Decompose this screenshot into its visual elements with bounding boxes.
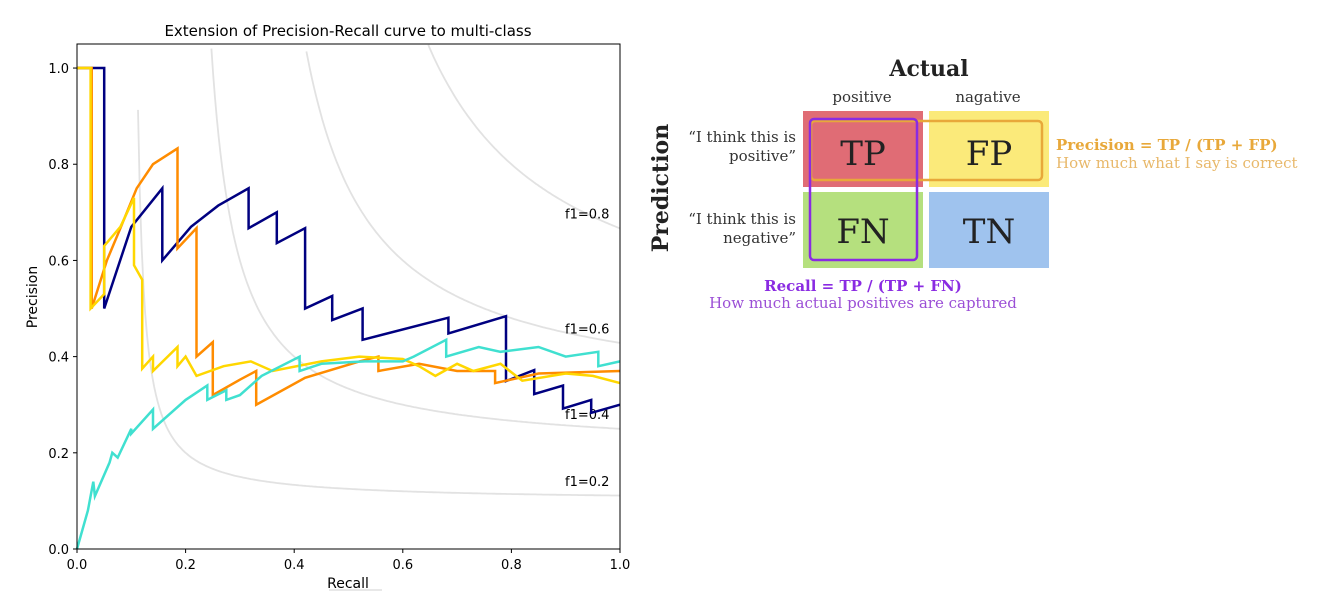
row-positive-line1: “I think this is bbox=[688, 128, 796, 146]
iso-f1-curve bbox=[137, 109, 621, 497]
pr-series bbox=[75, 66, 621, 550]
row-positive-line2: positive” bbox=[729, 147, 796, 165]
fn-label: FN bbox=[836, 212, 889, 252]
pr-series-line bbox=[75, 337, 621, 550]
tn-label: TN bbox=[963, 212, 1015, 252]
precision-formula: Precision = TP / (TP + FP) bbox=[1056, 136, 1278, 154]
column-negative-label: nagative bbox=[955, 88, 1020, 106]
x-tick-label: 1.0 bbox=[610, 558, 631, 573]
plot-frame bbox=[76, 43, 621, 550]
y-tick-label: 0.4 bbox=[48, 351, 69, 366]
x-tick-label: 0.0 bbox=[67, 558, 88, 573]
y-tick-label: 0.8 bbox=[48, 158, 69, 173]
recall-formula: Recall = TP / (TP + FN) bbox=[764, 277, 962, 295]
fp-label: FP bbox=[966, 134, 1012, 174]
y-axis-label: Precision bbox=[25, 266, 41, 328]
actual-header: Actual bbox=[888, 56, 968, 82]
iso-f1-label: f1=0.8 bbox=[565, 208, 609, 223]
tp-cell bbox=[803, 111, 923, 187]
iso-f1-curve bbox=[427, 44, 621, 230]
y-tick-label: 0.6 bbox=[48, 254, 69, 269]
x-tick-label: 0.8 bbox=[501, 558, 522, 573]
pr-series-line bbox=[77, 66, 621, 385]
pr-series-line bbox=[77, 66, 621, 407]
recall-description: How much actual positives are captured bbox=[709, 294, 1017, 312]
tn-cell bbox=[929, 192, 1049, 268]
row-negative-line1: “I think this is bbox=[688, 210, 796, 228]
recall-outline bbox=[808, 117, 919, 262]
fn-cell bbox=[803, 192, 923, 268]
y-tick-label: 0.2 bbox=[48, 447, 69, 462]
iso-f1-curve bbox=[210, 48, 621, 430]
chart-title: Extension of Precision-Recall curve to m… bbox=[164, 22, 531, 40]
column-positive-label: positive bbox=[832, 88, 891, 106]
iso-f1-curve bbox=[305, 51, 621, 344]
y-tick-label: 0.0 bbox=[48, 543, 69, 558]
iso-f1-label: f1=0.2 bbox=[565, 475, 609, 490]
tp-label: TP bbox=[840, 134, 886, 174]
x-tick-label: 0.4 bbox=[284, 558, 305, 573]
precision-description: How much what I say is correct bbox=[1056, 154, 1298, 172]
pr-series-line bbox=[77, 66, 621, 415]
row-negative-line2: negative” bbox=[723, 229, 796, 247]
pr-chart: Extension of Precision-Recall curve to m… bbox=[25, 22, 630, 592]
x-axis-label: Recall bbox=[327, 576, 369, 592]
confusion-matrix-diagram: Actual positive nagative Prediction “I t… bbox=[648, 56, 1298, 312]
y-tick-label: 1.0 bbox=[48, 62, 69, 77]
prediction-header: Prediction bbox=[648, 124, 674, 252]
iso-f1-label: f1=0.6 bbox=[565, 322, 609, 337]
fp-cell bbox=[929, 111, 1049, 187]
x-tick-label: 0.2 bbox=[175, 558, 196, 573]
iso-f1-curves: f1=0.2f1=0.4f1=0.6f1=0.8 bbox=[137, 44, 621, 497]
axis-ticks: 0.0 0.2 0.4 0.6 0.8 1.0 0.0 0.2 0.4 0.6 0.8 1.0 bbox=[48, 62, 630, 573]
x-tick-label: 0.6 bbox=[392, 558, 413, 573]
